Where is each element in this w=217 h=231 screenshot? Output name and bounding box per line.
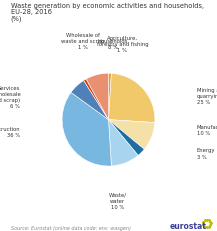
Text: Manufacturing
10 %: Manufacturing 10 % — [197, 125, 217, 136]
Text: Construction
36 %: Construction 36 % — [0, 126, 20, 137]
Text: Wholesale of
waste and scrap
1 %: Wholesale of waste and scrap 1 % — [61, 33, 105, 50]
Wedge shape — [108, 120, 144, 156]
Text: Households
8 %: Households 8 % — [98, 39, 128, 50]
Text: Waste/
water
10 %: Waste/ water 10 % — [109, 192, 127, 209]
Wedge shape — [86, 74, 108, 120]
Wedge shape — [108, 74, 155, 123]
Wedge shape — [71, 81, 108, 120]
Text: eurostat: eurostat — [169, 221, 206, 230]
Text: Mining and
quarrying
25 %: Mining and quarrying 25 % — [197, 87, 217, 105]
Text: Source: Eurostat (online data code: env_wasgen): Source: Eurostat (online data code: env_… — [11, 224, 131, 230]
Text: Agriculture,
forestry and fishing
1 %: Agriculture, forestry and fishing 1 % — [97, 36, 148, 53]
Wedge shape — [108, 120, 155, 149]
Text: Waste generation by economic activities and households,: Waste generation by economic activities … — [11, 3, 204, 9]
Wedge shape — [62, 93, 111, 166]
Wedge shape — [84, 80, 108, 120]
Text: Services
(except wholesale
of waste and scrap)
6 %: Services (except wholesale of waste and … — [0, 85, 20, 109]
Text: (%): (%) — [11, 15, 22, 21]
Text: Energy
3 %: Energy 3 % — [197, 148, 215, 159]
Text: EU-28, 2016: EU-28, 2016 — [11, 9, 52, 15]
Wedge shape — [108, 120, 138, 166]
Wedge shape — [108, 74, 111, 120]
